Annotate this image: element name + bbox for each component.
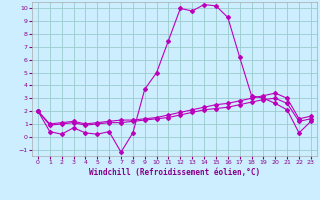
X-axis label: Windchill (Refroidissement éolien,°C): Windchill (Refroidissement éolien,°C) [89,168,260,177]
